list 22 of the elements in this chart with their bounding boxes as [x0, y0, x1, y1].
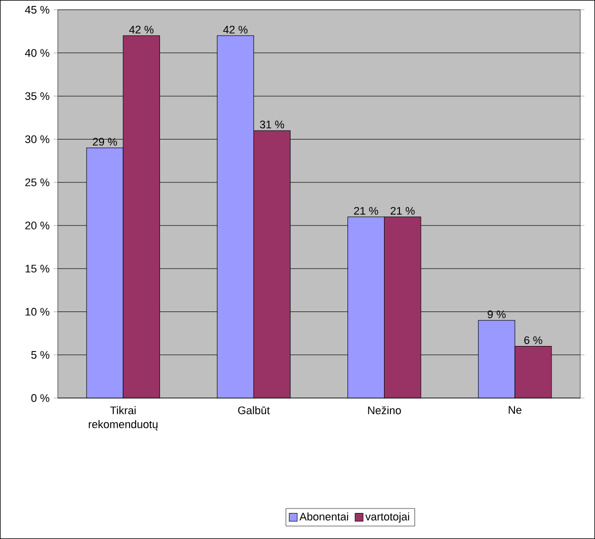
x-tick-label: Galbūt: [238, 406, 270, 414]
y-tick-label: 15 %: [26, 264, 50, 273]
y-tick-label: 35 %: [25, 92, 50, 100]
y-tick-label: 30 %: [25, 135, 50, 144]
data-label: 42 %: [129, 26, 154, 34]
y-tick-label: 40 %: [24, 49, 50, 57]
data-label: 21 %: [354, 206, 378, 215]
y-tick-label: 45 %: [24, 6, 50, 14]
data-label: 31 %: [260, 120, 284, 128]
data-label: 42 %: [223, 26, 248, 34]
y-tick-label: 25 %: [25, 178, 50, 186]
y-tick-label: 20 %: [25, 222, 50, 230]
y-tick-label: 0 %: [31, 394, 50, 402]
x-tick-label: Tikrai rekomenduotų: [88, 406, 158, 430]
x-tick-label: Ne: [508, 406, 522, 414]
data-label: 6 %: [524, 336, 542, 344]
legend-label: vartotojai: [365, 512, 410, 523]
x-tick-label: Nežino: [368, 406, 401, 414]
legend-label: Abonentai: [299, 512, 348, 521]
y-tick-label: 5 %: [31, 351, 50, 359]
y-tick-label: 10 %: [26, 308, 50, 316]
data-label: 21 %: [390, 206, 415, 215]
